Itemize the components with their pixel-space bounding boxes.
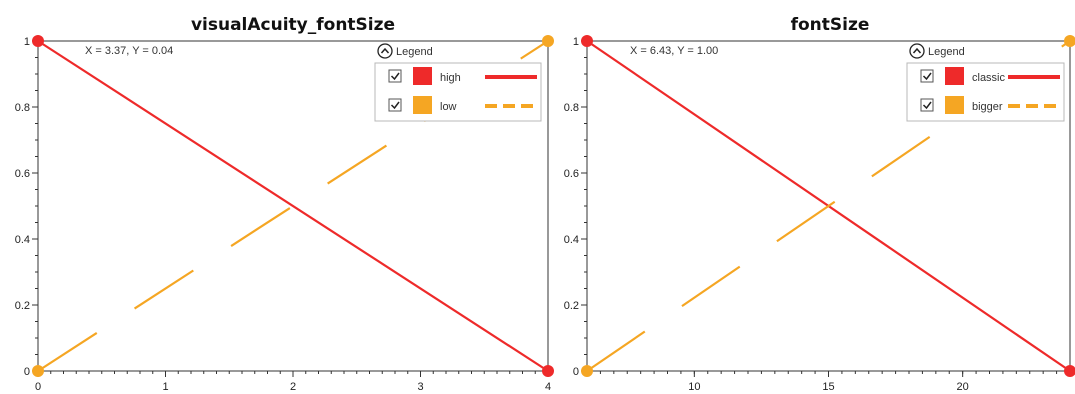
legend-header: Legend	[928, 46, 965, 58]
data-point-classic	[581, 35, 593, 47]
legend-toggle[interactable]: Legend	[377, 43, 433, 59]
y-tick-label: 1	[24, 36, 30, 48]
chart-2: fontSize 0 0.2 0.4 0.6 0.8 1 10 15 20 X = 6.43, Y …	[564, 15, 1075, 393]
chevron-up-icon	[912, 47, 922, 54]
y-tick-label: 0.4	[15, 234, 30, 246]
y-tick-label: 0	[573, 366, 579, 378]
y-tick-label: 0.2	[15, 300, 30, 312]
x-tick-label: 20	[957, 381, 969, 393]
chart-title: fontSize	[791, 15, 870, 35]
legend-checkbox[interactable]	[920, 69, 934, 83]
check-icon	[922, 101, 932, 110]
legend-box	[374, 62, 542, 122]
collapse-up-icon[interactable]	[909, 43, 925, 59]
data-point-low	[542, 35, 554, 47]
legend-checkbox[interactable]	[388, 98, 402, 112]
x-tick-label: 15	[822, 381, 834, 393]
x-tick-label: 4	[545, 381, 551, 393]
legend-toggle[interactable]: Legend	[909, 43, 965, 59]
check-icon	[922, 72, 932, 81]
chart-1: visualAcuity_fontSize 0 0.2 0.4 0.6 0.8 1 0 1 2 3 4…	[15, 15, 554, 393]
y-tick-label: 0.2	[564, 300, 579, 312]
legend-swatch	[413, 96, 432, 114]
legend: Legend classic bigger	[906, 43, 1065, 122]
legend-swatch	[945, 96, 964, 114]
data-point-high	[32, 35, 44, 47]
y-tick-label: 0.4	[564, 234, 579, 246]
coordinate-readout: X = 3.37, Y = 0.04	[85, 45, 173, 57]
legend-item-high[interactable]: high	[388, 67, 537, 85]
legend-checkbox[interactable]	[388, 69, 402, 83]
collapse-up-icon[interactable]	[377, 43, 393, 59]
y-tick-label: 0	[24, 366, 30, 378]
x-tick-label: 2	[290, 381, 296, 393]
data-point-bigger	[1064, 35, 1075, 47]
y-tick-label: 0.8	[564, 102, 579, 114]
check-icon	[390, 72, 400, 81]
legend-swatch	[413, 67, 432, 85]
y-tick-label: 1	[573, 36, 579, 48]
y-tick-label: 0.6	[564, 168, 579, 180]
legend-swatch	[945, 67, 964, 85]
legend-item-low[interactable]: low	[388, 96, 537, 114]
legend-item-classic[interactable]: classic	[920, 67, 1060, 85]
data-point-classic	[1064, 365, 1075, 377]
legend-label: classic	[972, 72, 1006, 84]
legend-checkbox[interactable]	[920, 98, 934, 112]
coordinate-readout: X = 6.43, Y = 1.00	[630, 45, 718, 57]
x-tick-label: 10	[688, 381, 700, 393]
y-tick-label: 0.6	[15, 168, 30, 180]
y-tick-label: 0.8	[15, 102, 30, 114]
x-tick-label: 0	[35, 381, 41, 393]
chevron-up-icon	[380, 47, 390, 54]
data-point-high	[542, 365, 554, 377]
data-point-low	[32, 365, 44, 377]
legend-label: bigger	[972, 101, 1003, 113]
series-line-high	[37, 40, 549, 372]
x-tick-label: 1	[162, 381, 168, 393]
data-point-bigger	[581, 365, 593, 377]
chart-title: visualAcuity_fontSize	[191, 15, 395, 35]
legend-label: low	[440, 101, 457, 113]
legend-label: high	[440, 72, 461, 84]
check-icon	[390, 101, 400, 110]
x-tick-label: 3	[417, 381, 423, 393]
legend-item-bigger[interactable]: bigger	[920, 96, 1060, 114]
legend: Legend high low	[374, 43, 542, 122]
legend-header: Legend	[396, 46, 433, 58]
